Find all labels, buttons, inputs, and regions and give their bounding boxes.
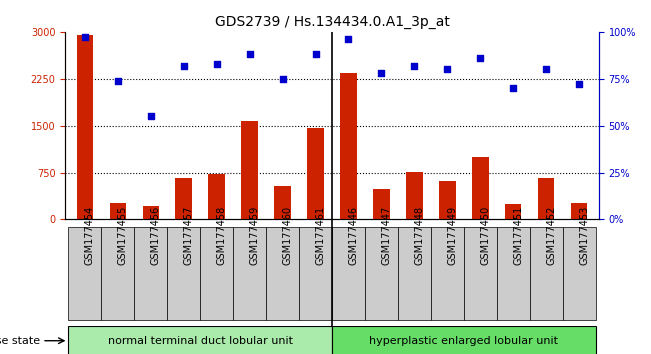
Bar [332, 227, 365, 320]
Point [277, 76, 288, 81]
Bar [208, 174, 225, 219]
Bar [472, 157, 488, 219]
Text: GSM177450: GSM177450 [480, 206, 490, 265]
Text: GSM177459: GSM177459 [249, 206, 260, 265]
Text: GSM177453: GSM177453 [579, 206, 589, 265]
Bar [538, 178, 555, 219]
Point [311, 52, 321, 57]
Point [376, 70, 387, 76]
Bar [464, 227, 497, 320]
Point [541, 67, 551, 72]
Bar [109, 202, 126, 219]
Text: GSM177451: GSM177451 [513, 206, 523, 265]
Point [178, 63, 189, 68]
Text: hyperplastic enlarged lobular unit: hyperplastic enlarged lobular unit [369, 336, 559, 346]
Bar [77, 35, 93, 219]
Text: GSM177455: GSM177455 [118, 206, 128, 265]
Bar [233, 227, 266, 320]
Bar [167, 227, 201, 320]
Bar [299, 227, 332, 320]
Text: normal terminal duct lobular unit: normal terminal duct lobular unit [107, 336, 293, 346]
Bar [307, 128, 324, 219]
Bar [332, 326, 596, 354]
Bar [242, 121, 258, 219]
Bar [562, 227, 596, 320]
Point [343, 36, 353, 42]
Text: GSM177460: GSM177460 [283, 206, 292, 265]
Text: GSM177458: GSM177458 [217, 206, 227, 265]
Point [409, 63, 420, 68]
Bar [406, 172, 422, 219]
Bar [340, 73, 357, 219]
Text: GSM177446: GSM177446 [348, 206, 359, 265]
Text: GSM177461: GSM177461 [316, 206, 326, 265]
Bar [68, 227, 102, 320]
Text: GSM177457: GSM177457 [184, 206, 194, 265]
Bar [431, 227, 464, 320]
Bar [571, 202, 587, 219]
Point [442, 67, 452, 72]
Bar [530, 227, 562, 320]
Bar [398, 227, 431, 320]
Point [244, 52, 255, 57]
Bar [266, 227, 299, 320]
Bar [102, 227, 134, 320]
Point [508, 85, 518, 91]
Bar [201, 227, 233, 320]
Bar [373, 189, 390, 219]
Bar [365, 227, 398, 320]
Point [574, 81, 585, 87]
Point [212, 61, 222, 67]
Text: GSM177447: GSM177447 [381, 206, 391, 265]
Text: GSM177454: GSM177454 [85, 206, 95, 265]
Point [79, 35, 90, 40]
Text: disease state: disease state [0, 336, 40, 346]
Point [146, 113, 156, 119]
Bar [497, 227, 530, 320]
Text: GSM177449: GSM177449 [447, 206, 458, 265]
Text: GSM177456: GSM177456 [151, 206, 161, 265]
Bar [134, 227, 167, 320]
Bar [274, 186, 291, 219]
Point [113, 78, 123, 84]
Text: GSM177452: GSM177452 [546, 206, 556, 265]
Bar [143, 206, 159, 219]
Point [475, 55, 486, 61]
Bar [68, 326, 332, 354]
Text: GSM177448: GSM177448 [415, 206, 424, 265]
Title: GDS2739 / Hs.134434.0.A1_3p_at: GDS2739 / Hs.134434.0.A1_3p_at [215, 16, 449, 29]
Bar [176, 178, 192, 219]
Bar [439, 181, 456, 219]
Bar [505, 205, 521, 219]
